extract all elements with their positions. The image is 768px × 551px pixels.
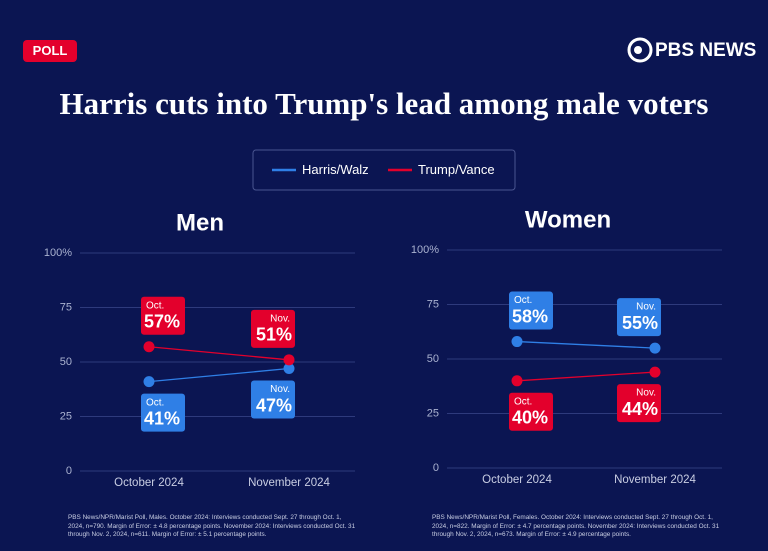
logo	[634, 46, 642, 54]
point-label: Oct.	[146, 397, 164, 408]
series-line	[148, 367, 290, 383]
value-box	[617, 298, 661, 337]
point-label: Nov.	[270, 313, 290, 324]
source-note: PBS News/NPR/Marist Poll, Females. Octob…	[432, 514, 720, 539]
series-line	[516, 340, 656, 349]
value-box	[251, 380, 295, 419]
source-note: PBS News/NPR/Marist Poll, Males. October…	[68, 514, 356, 539]
y-tick-label: 0	[433, 462, 439, 474]
value-label: 41%	[144, 408, 180, 428]
legend-label: Trump/Vance	[418, 162, 495, 177]
point-label: Nov.	[636, 388, 656, 399]
y-tick-label: 25	[60, 410, 72, 422]
y-tick-label: 25	[427, 407, 439, 419]
value-box	[509, 291, 553, 330]
x-tick-label: November 2024	[614, 474, 696, 486]
value-box	[251, 309, 295, 348]
point	[143, 376, 155, 388]
logo	[627, 37, 653, 63]
x-tick-label: November 2024	[248, 477, 330, 489]
value-label: 55%	[622, 313, 658, 333]
brand: PBS NEWS	[655, 40, 756, 61]
y-tick-label: 100%	[411, 244, 439, 256]
y-tick-label: 50	[60, 356, 72, 368]
value-label: 44%	[622, 399, 658, 419]
value-box	[617, 384, 661, 423]
legend-box	[252, 149, 516, 191]
point-label: Oct.	[146, 300, 164, 311]
x-tick-label: October 2024	[114, 477, 184, 489]
value-label: 57%	[144, 311, 180, 331]
point	[283, 363, 295, 375]
point	[143, 341, 155, 353]
y-tick-label: 75	[60, 301, 72, 313]
x-tick-label: October 2024	[482, 474, 552, 486]
point	[649, 366, 661, 378]
point	[649, 342, 661, 354]
panel-title: Women	[525, 206, 611, 233]
point	[283, 354, 295, 366]
point-label: Nov.	[270, 384, 290, 395]
value-box	[509, 392, 553, 431]
value-label: 40%	[512, 408, 548, 428]
badge-bg	[23, 40, 77, 62]
y-tick-label: 100%	[44, 247, 72, 259]
point-label: Nov.	[636, 302, 656, 313]
y-tick-label: 75	[427, 298, 439, 310]
value-label: 51%	[256, 325, 292, 345]
badge: POLL	[33, 43, 68, 58]
series-line	[516, 371, 656, 382]
point-label: Oct.	[514, 396, 532, 407]
value-label: 58%	[512, 306, 548, 326]
point	[511, 336, 523, 348]
value-box	[141, 393, 185, 432]
value-label: 47%	[256, 395, 292, 415]
panel-title: Men	[176, 209, 224, 236]
point-label: Oct.	[514, 295, 532, 306]
y-tick-label: 50	[427, 353, 439, 365]
title: Harris cuts into Trump's lead among male…	[60, 86, 709, 121]
legend-label: Harris/Walz	[302, 162, 369, 177]
series-line	[148, 346, 290, 361]
point	[511, 375, 523, 387]
value-box	[141, 296, 185, 335]
y-tick-label: 0	[66, 465, 72, 477]
